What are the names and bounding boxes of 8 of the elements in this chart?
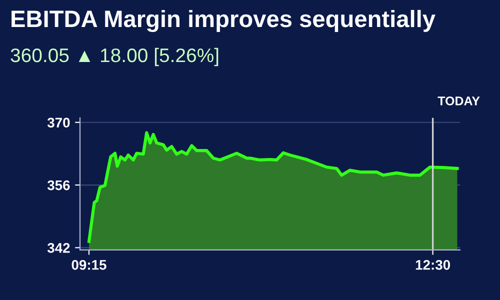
- chart-title: EBITDA Margin improves sequentially: [12, 10, 436, 32]
- y-tick-label: 342: [47, 242, 70, 253]
- chart-subtitle: 360.05 ▲ 18.00 [5.26%]: [10, 48, 218, 66]
- x-tick-label: 09:15: [72, 260, 106, 270]
- y-tick-label: 356: [47, 180, 70, 190]
- y-tick-label: 370: [47, 118, 70, 128]
- text: TODAY: [438, 96, 480, 106]
- x-tick-label: 12:30: [416, 260, 450, 270]
